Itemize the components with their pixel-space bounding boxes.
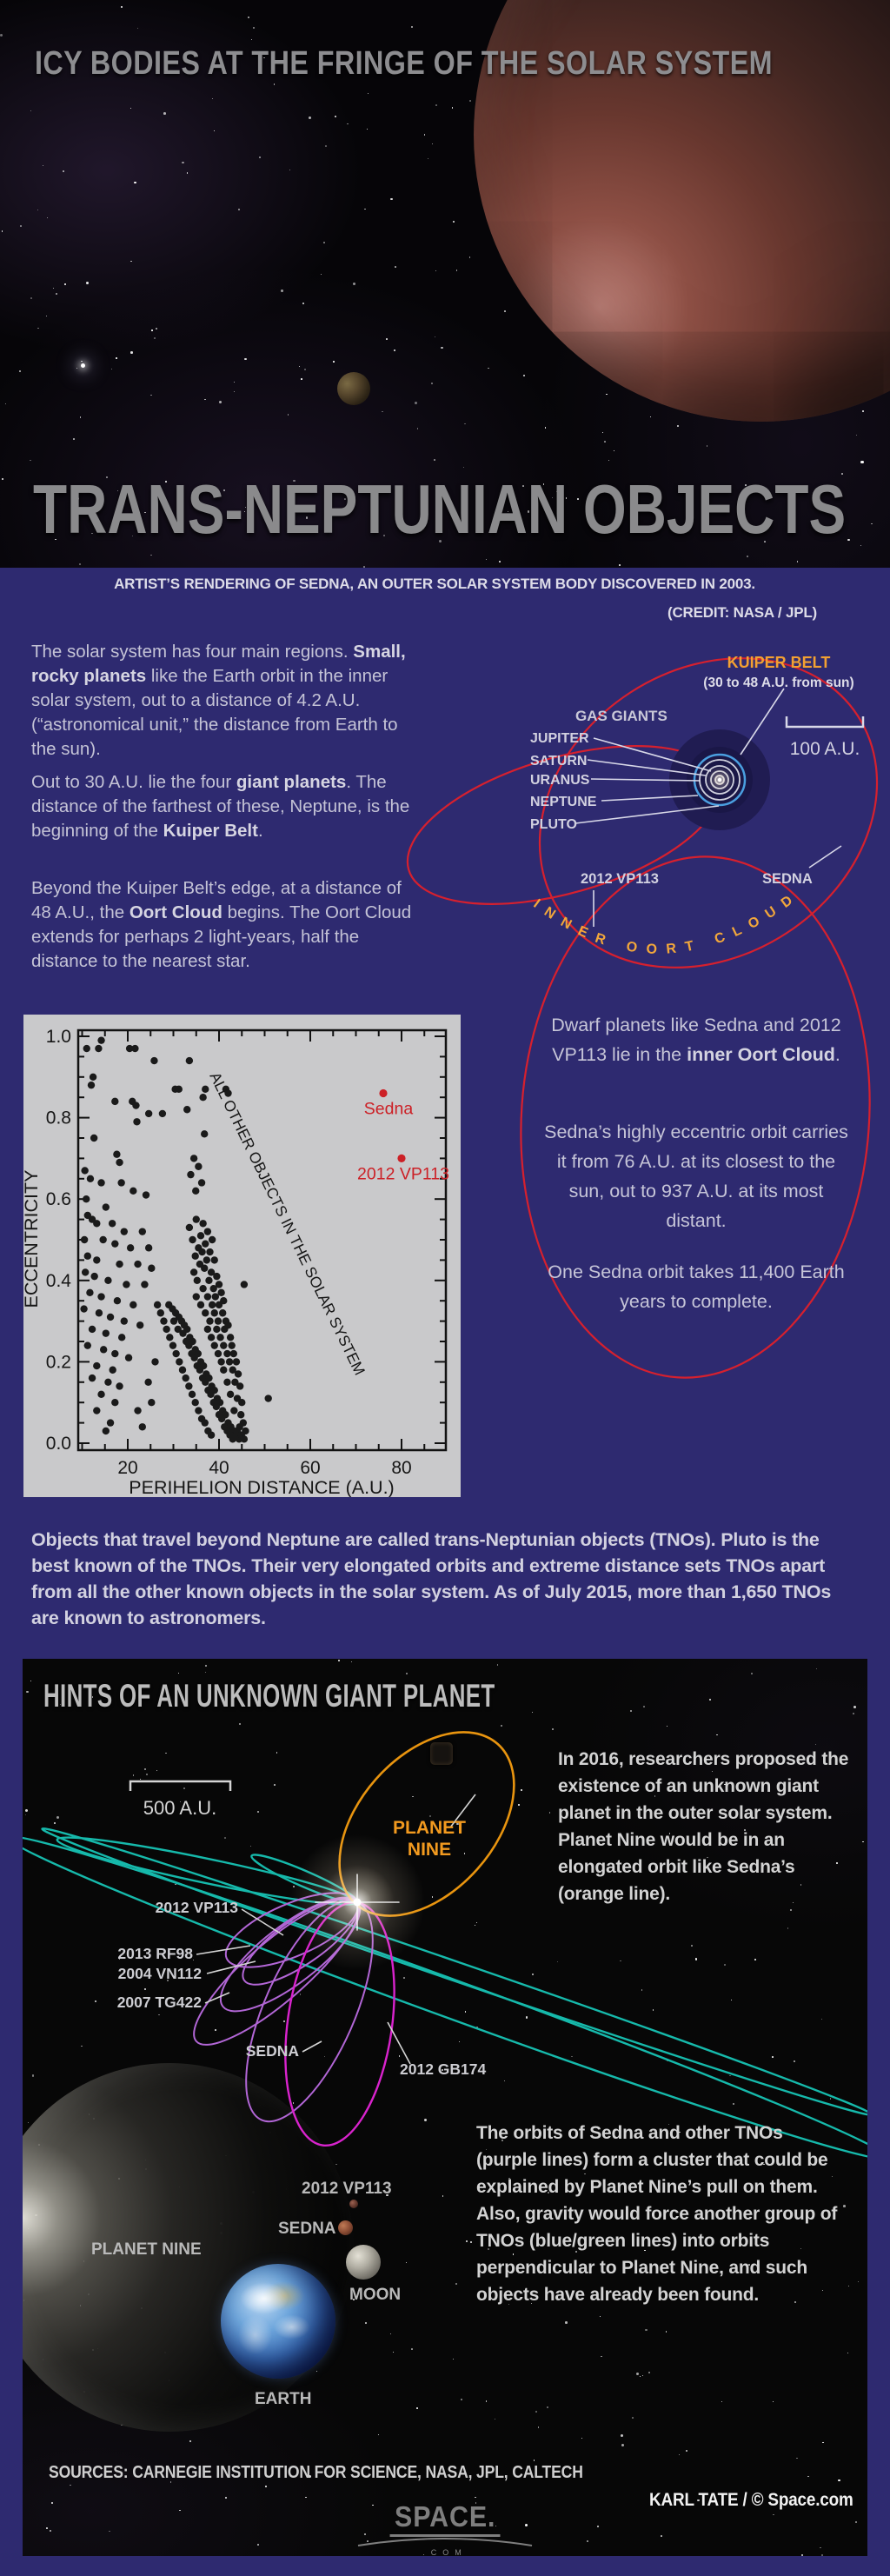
svg-text:80: 80 bbox=[391, 1458, 411, 1478]
eccentricity-perihelion-scatter-chart: 20 40 60 80 0.0 0.2 0.4 0.6 0.8 1.0 PERIHELION DIS… bbox=[23, 1015, 461, 1497]
planet-nine-orbit-label: PLANET NINE bbox=[393, 1818, 466, 1860]
caption-credit: (CREDIT: NASA / JPL) bbox=[668, 604, 817, 621]
svg-text:ALL OTHER OBJECTS IN THE SOLAR: ALL OTHER OBJECTS IN THE SOLAR SYSTEM bbox=[206, 1069, 369, 1378]
compare-vp113-label: 2012 VP113 bbox=[302, 2180, 392, 2198]
small-moon-image bbox=[337, 372, 370, 405]
svg-text:Sedna: Sedna bbox=[364, 1100, 414, 1119]
section-title: HINTS OF AN UNKNOWN GIANT PLANET bbox=[43, 1678, 495, 1714]
spacecom-logo: SPACE. .COM bbox=[354, 2500, 536, 2556]
intro-paragraph-2: Out to 30 A.U. lie the four giant planet… bbox=[31, 772, 410, 841]
scale-bar-500au bbox=[129, 1780, 232, 1791]
sun-dot bbox=[353, 1898, 362, 1907]
svg-text:PLANET: PLANET bbox=[393, 1818, 466, 1838]
kuiper-belt-label: KUIPER BELT bbox=[727, 654, 831, 671]
oort-note-3: One Sedna orbit takes 11,400 Earth years… bbox=[548, 1261, 845, 1312]
planet-nine-panel: 500 A.U. 2012 VP113 2013 RF98 2004 VN112… bbox=[23, 1659, 867, 2556]
svg-text:60: 60 bbox=[300, 1458, 320, 1478]
vp113-label: 2012 VP113 bbox=[156, 1899, 239, 1916]
compare-moon-label: MOON bbox=[349, 2286, 401, 2304]
oort-note-1: Dwarf planets like Sedna and 2012 VP113 … bbox=[551, 1015, 841, 1065]
kuiper-belt-edge-circle bbox=[693, 753, 747, 807]
moon-image bbox=[346, 2245, 381, 2280]
svg-text:20: 20 bbox=[117, 1458, 137, 1478]
sources-line: SOURCES: CARNEGIE INSTITUTION FOR SCIENC… bbox=[49, 2463, 583, 2482]
svg-text:1.0: 1.0 bbox=[46, 1027, 71, 1047]
image-caption: ARTIST’S RENDERING OF SEDNA, AN OUTER SO… bbox=[52, 576, 817, 622]
compare-earth-label: EARTH bbox=[255, 2390, 311, 2408]
svg-text:2012 VP113: 2012 VP113 bbox=[357, 1164, 449, 1183]
hero-space-image: ICY BODIES AT THE FRINGE OF THE SOLAR SY… bbox=[0, 0, 890, 568]
bright-star bbox=[81, 363, 85, 368]
pluto-label: PLUTO bbox=[530, 817, 577, 832]
svg-text:NINE: NINE bbox=[408, 1840, 451, 1860]
gb174-label: 2012 GB174 bbox=[400, 2060, 487, 2078]
neptune-label: NEPTUNE bbox=[530, 795, 597, 809]
leader-lines bbox=[575, 688, 842, 927]
gas-giants-label: GAS GIANTS bbox=[575, 708, 668, 724]
svg-text:0.2: 0.2 bbox=[46, 1352, 71, 1372]
page-title: TRANS-NEPTUNIAN OBJECTS bbox=[33, 470, 847, 548]
planet-nine-orbit-diagram: 500 A.U. 2012 VP113 2013 RF98 2004 VN112… bbox=[23, 1731, 867, 2408]
compare-planet-nine-label: PLANET NINE bbox=[91, 2240, 202, 2259]
svg-text:0.4: 0.4 bbox=[46, 1271, 72, 1291]
caption-line1: ARTIST’S RENDERING OF SEDNA, AN OUTER SO… bbox=[114, 576, 755, 592]
size-comparison-labels: 2012 VP113 SEDNA PLANET NINE MOON EARTH bbox=[91, 2180, 401, 2408]
hero-kicker-title: ICY BODIES AT THE FRINGE OF THE SOLAR SY… bbox=[35, 45, 773, 82]
rf98-label: 2013 RF98 bbox=[117, 1945, 193, 1962]
credit-line: KARL TATE / © Space.com bbox=[649, 2490, 853, 2510]
spacecom-logo-sub: .COM bbox=[422, 2548, 468, 2556]
sedna-dot-image bbox=[338, 2220, 353, 2235]
tno-paragraph: Objects that travel beyond Neptune are c… bbox=[31, 1529, 832, 1628]
svg-text:ECCENTRICITY: ECCENTRICITY bbox=[23, 1170, 42, 1308]
logo-swoosh bbox=[357, 2538, 533, 2546]
sedna-planet-image bbox=[474, 0, 890, 422]
saturn-label: SATURN bbox=[530, 754, 587, 769]
intro-paragraph-1: The solar system has four main regions. … bbox=[31, 642, 406, 759]
solar-system-orbit-diagram: 100 A.U. KUIPER BELT (30 to 48 A.U. from… bbox=[406, 654, 879, 1379]
svg-text:0.0: 0.0 bbox=[46, 1434, 71, 1454]
compare-sedna-label: SEDNA bbox=[278, 2220, 336, 2238]
leader-lines bbox=[196, 1794, 476, 2065]
svg-text:40: 40 bbox=[209, 1458, 229, 1478]
svg-text:0.8: 0.8 bbox=[46, 1108, 71, 1128]
jupiter-label: JUPITER bbox=[530, 731, 589, 746]
vp113-orbit-label: 2012 VP113 bbox=[581, 871, 659, 887]
spacecom-logo-text: SPACE. bbox=[389, 2500, 501, 2537]
tno-orbit-labels: 2012 VP113 2013 RF98 2004 VN112 2007 TG4… bbox=[117, 1899, 487, 2078]
svg-text:PERIHELION DISTANCE (A.U.): PERIHELION DISTANCE (A.U.) bbox=[129, 1477, 394, 1497]
cluster-text: The orbits of Sedna and other TNOs (purp… bbox=[476, 2123, 838, 2305]
sun-dot bbox=[717, 777, 722, 782]
planet-nine-orbit-dot bbox=[430, 1742, 453, 1765]
earth-image bbox=[221, 2264, 335, 2379]
planet-nine-intro-text: In 2016, researchers proposed the existe… bbox=[558, 1749, 849, 1904]
sedna-label: SEDNA bbox=[246, 2042, 300, 2060]
scale-label-500au: 500 A.U. bbox=[143, 1797, 216, 1819]
tg422-label: 2007 TG422 bbox=[117, 1994, 203, 2011]
svg-text:0.6: 0.6 bbox=[46, 1189, 71, 1209]
intro-paragraph-3: Beyond the Kuiper Belt’s edge, at a dist… bbox=[31, 878, 412, 971]
planet-labels: JUPITER SATURN URANUS NEPTUNE PLUTO bbox=[530, 731, 597, 832]
scale-bar-100au bbox=[785, 716, 865, 729]
scale-label-100au: 100 A.U. bbox=[790, 739, 860, 759]
uranus-label: URANUS bbox=[530, 773, 590, 788]
kuiper-belt-sublabel: (30 to 48 A.U. from sun) bbox=[703, 676, 853, 690]
vp113-dot-image bbox=[349, 2200, 358, 2208]
oort-note-2: Sedna’s highly eccentric orbit carries i… bbox=[544, 1122, 848, 1231]
sedna-orbit-label: SEDNA bbox=[762, 871, 813, 887]
vn112-label: 2004 VN112 bbox=[118, 1965, 203, 1982]
